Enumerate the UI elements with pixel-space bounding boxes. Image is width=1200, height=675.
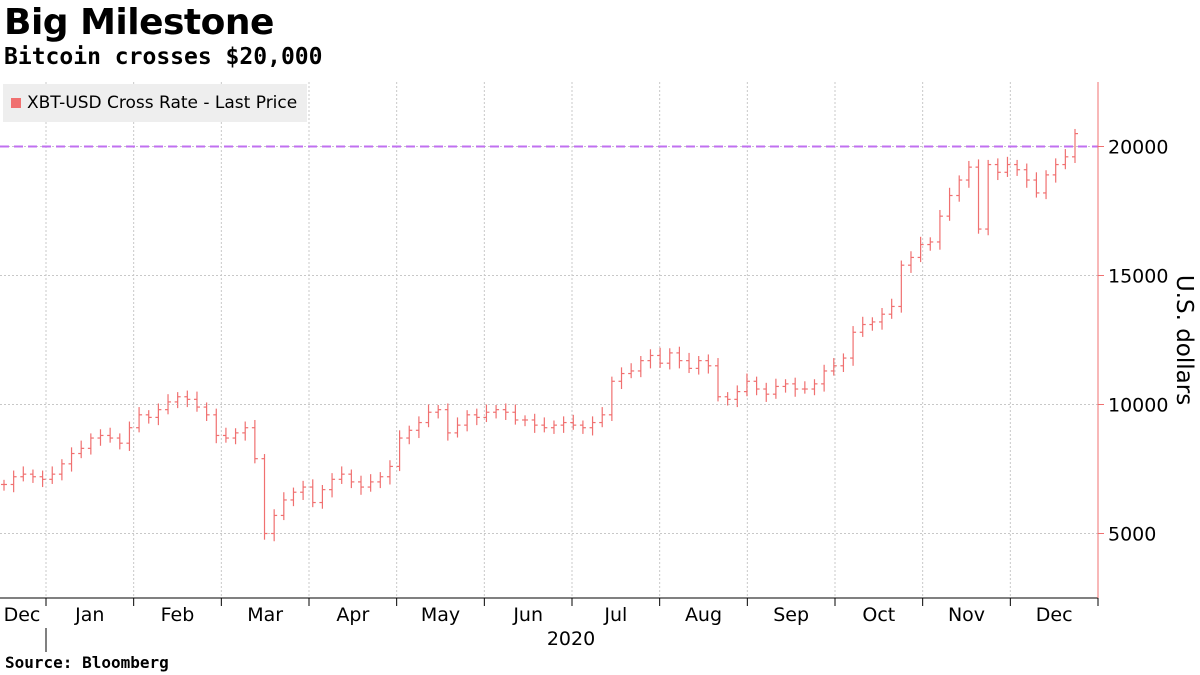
x-tick-label: Oct <box>862 604 895 626</box>
grid-lines <box>0 82 1099 598</box>
x-tick-label: Apr <box>336 604 369 626</box>
axes <box>0 82 1104 652</box>
x-tick-label: Sep <box>773 604 809 626</box>
y-tick-label: 10000 <box>1108 395 1168 417</box>
x-tick-label: Feb <box>161 604 195 626</box>
y-tick-label: 15000 <box>1108 266 1168 288</box>
chart-subtitle: Bitcoin crosses $20,000 <box>4 44 323 70</box>
y-tick-label: 5000 <box>1108 524 1156 546</box>
y-axis-label: U.S. dollars <box>1171 275 1197 405</box>
y-tick-label: 20000 <box>1108 137 1168 159</box>
x-tick-label: May <box>421 604 460 626</box>
x-tick-label: Mar <box>247 604 283 626</box>
legend-label: XBT-USD Cross Rate - Last Price <box>27 93 298 113</box>
legend: XBT-USD Cross Rate - Last Price <box>3 84 308 122</box>
legend-swatch <box>11 98 21 108</box>
x-tick-label: Jun <box>512 604 543 626</box>
tick-labels: 5000 10000 15000 20000 Dec Jan Feb Mar Apr May Jun… <box>4 137 1197 651</box>
x-tick-label: Dec <box>1036 604 1073 626</box>
x-tick-label: Jul <box>603 604 627 626</box>
chart-title: Big Milestone <box>4 2 274 43</box>
year-label: 2020 <box>547 628 595 650</box>
x-tick-label: Aug <box>685 604 722 626</box>
x-tick-label: Nov <box>948 604 985 626</box>
price-series <box>1 128 1078 542</box>
x-tick-label: Dec <box>4 604 41 626</box>
x-tick-label: Jan <box>74 604 104 626</box>
source-note: Source: Bloomberg <box>5 653 169 672</box>
